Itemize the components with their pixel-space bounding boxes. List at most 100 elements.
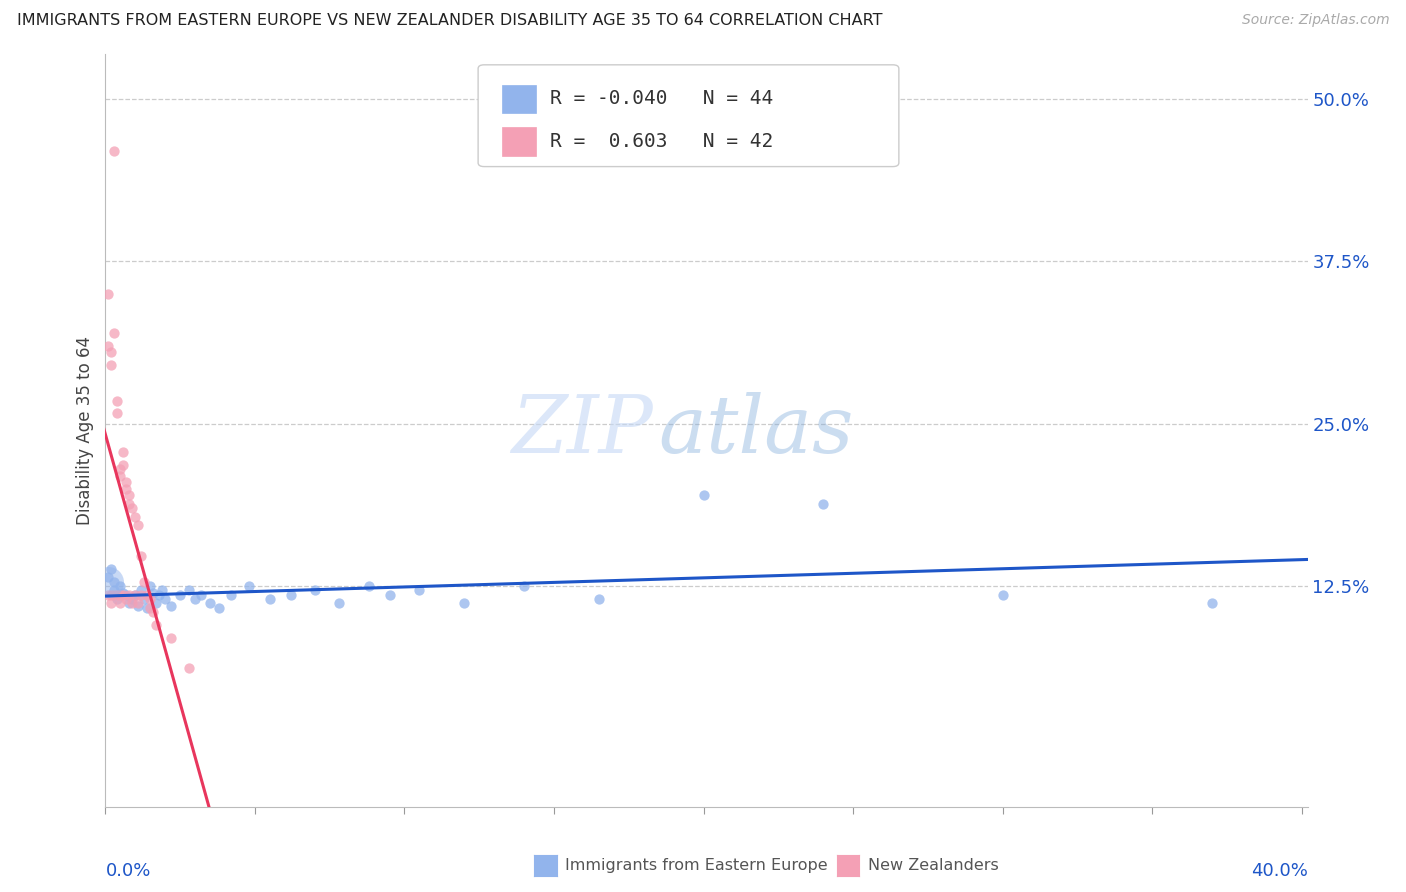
Point [124,510,146,524]
Point [160,599,183,613]
Point [184,592,207,607]
Point [103,575,125,590]
Point [103,583,125,598]
Point [97,589,120,603]
Point [155,592,177,607]
Point [97,570,120,584]
Point [110,589,132,603]
Point [103,589,125,603]
Point [112,445,135,459]
Point [118,488,141,502]
Point [97,287,120,301]
Point [160,632,183,646]
Point [121,501,143,516]
Point [588,592,610,607]
Point [280,589,302,603]
Point [112,589,135,603]
Point [134,575,156,590]
Text: R = -0.040   N = 44: R = -0.040 N = 44 [550,89,773,109]
Point [208,601,231,615]
Point [107,407,129,421]
FancyBboxPatch shape [478,65,898,167]
Point [150,583,173,598]
Text: Source: ZipAtlas.com: Source: ZipAtlas.com [1241,13,1389,28]
Point [198,596,221,610]
Point [142,586,165,600]
Point [131,549,153,564]
Point [145,618,167,632]
Point [328,596,350,610]
Point [118,498,141,512]
Point [139,579,162,593]
Point [357,579,380,593]
Text: ZIP: ZIP [510,392,652,469]
Point [991,589,1014,603]
Point [127,599,149,613]
Text: 40.0%: 40.0% [1251,862,1308,880]
Point [127,596,149,610]
Point [148,589,170,603]
Point [115,592,138,607]
Point [179,583,201,598]
Point [110,579,132,593]
Text: New Zealanders: New Zealanders [868,858,998,872]
Point [179,661,201,675]
Point [115,589,138,603]
Point [110,596,132,610]
Point [112,586,135,600]
Point [1201,596,1223,610]
Point [107,393,129,408]
Point [219,589,242,603]
Point [811,498,834,512]
Point [121,596,143,610]
Point [131,589,153,603]
Bar [502,127,536,155]
Point [112,458,135,473]
Point [100,596,122,610]
Point [139,592,162,607]
Text: IMMIGRANTS FROM EASTERN EUROPE VS NEW ZEALANDER DISABILITY AGE 35 TO 64 CORRELAT: IMMIGRANTS FROM EASTERN EUROPE VS NEW ZE… [17,13,883,29]
Text: Immigrants from Eastern Europe: Immigrants from Eastern Europe [565,858,828,872]
Point [107,589,129,603]
Point [238,579,260,593]
Bar [502,85,536,113]
Point [115,475,138,490]
Point [121,592,143,607]
Text: atlas: atlas [658,392,853,469]
Point [103,144,125,158]
Point [100,345,122,359]
Point [103,326,125,340]
Point [115,482,138,496]
Point [107,592,129,607]
Point [131,583,153,598]
Point [110,468,132,483]
Point [118,596,141,610]
Text: R =  0.603   N = 42: R = 0.603 N = 42 [550,132,773,151]
Point [124,589,146,603]
Point [124,589,146,603]
Point [378,589,401,603]
Point [408,583,430,598]
Point [692,488,714,502]
Point [513,579,536,593]
Point [453,596,475,610]
Point [110,462,132,476]
Point [142,605,165,619]
Point [190,589,212,603]
Y-axis label: Disability Age 35 to 64: Disability Age 35 to 64 [76,336,94,524]
Point [100,589,122,603]
Point [127,518,149,533]
Point [97,339,120,353]
Point [136,601,159,615]
Point [100,562,122,576]
Point [259,592,281,607]
Point [136,589,159,603]
Point [304,583,326,598]
Point [97,575,120,590]
Point [118,589,141,603]
Point [139,601,162,615]
Text: 0.0%: 0.0% [105,862,150,880]
Point [145,596,167,610]
Point [134,592,156,607]
Point [169,589,191,603]
